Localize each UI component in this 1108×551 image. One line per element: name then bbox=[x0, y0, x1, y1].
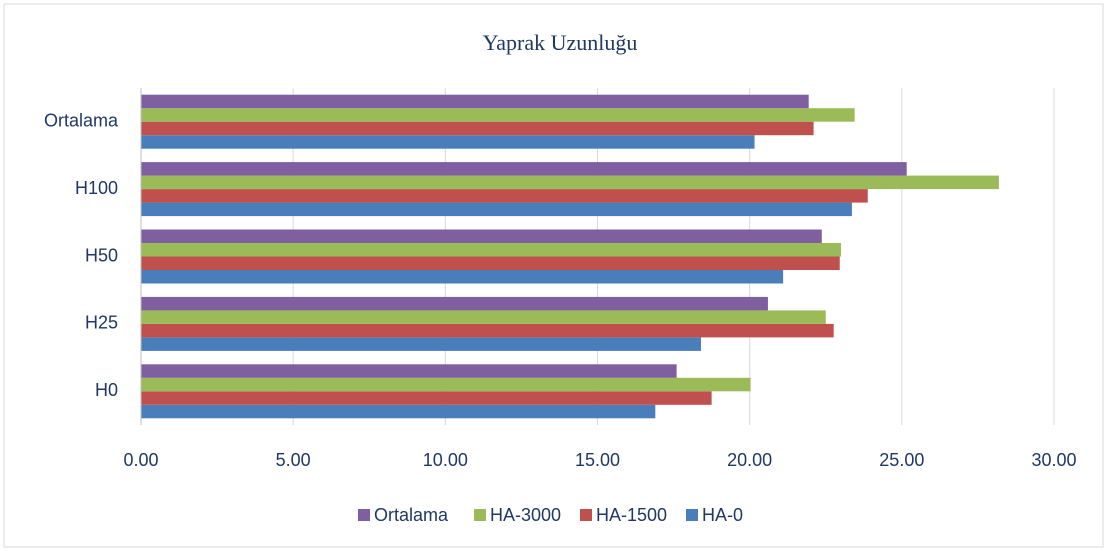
legend-label: HA-1500 bbox=[596, 505, 667, 525]
bar bbox=[141, 175, 999, 190]
x-tick-label: 15.00 bbox=[575, 450, 620, 470]
bar bbox=[141, 391, 712, 405]
bar bbox=[141, 310, 826, 324]
bar bbox=[141, 162, 907, 176]
bar bbox=[141, 364, 677, 378]
x-tick-label: 0.00 bbox=[123, 450, 158, 470]
legend-label: Ortalama bbox=[374, 505, 449, 525]
y-tick-label: H50 bbox=[85, 245, 118, 265]
bar bbox=[141, 108, 855, 122]
bar bbox=[141, 296, 768, 311]
bar bbox=[141, 337, 701, 351]
bar bbox=[141, 323, 834, 338]
legend-swatch bbox=[580, 509, 592, 521]
x-tick-label: 30.00 bbox=[1031, 450, 1076, 470]
x-tick-label: 10.00 bbox=[423, 450, 468, 470]
y-tick-label: Ortalama bbox=[44, 110, 119, 130]
bar bbox=[141, 135, 755, 149]
legend-swatch bbox=[358, 509, 370, 521]
legend-label: HA-0 bbox=[702, 505, 743, 525]
legend-swatch bbox=[686, 509, 698, 521]
legend-label: HA-3000 bbox=[490, 505, 561, 525]
x-tick-label: 5.00 bbox=[276, 450, 311, 470]
bar bbox=[141, 256, 840, 270]
bar bbox=[141, 189, 868, 203]
x-tick-label: 25.00 bbox=[879, 450, 924, 470]
bar bbox=[141, 94, 809, 109]
bar bbox=[141, 404, 656, 419]
chart-title: Yaprak Uzunluğu bbox=[483, 30, 638, 55]
x-tick-label: 20.00 bbox=[727, 450, 772, 470]
bar bbox=[141, 270, 784, 284]
y-tick-label: H0 bbox=[95, 380, 118, 400]
legend-swatch bbox=[474, 509, 486, 521]
bar bbox=[141, 202, 852, 217]
bar bbox=[141, 121, 814, 136]
bar bbox=[141, 243, 841, 257]
y-tick-label: H25 bbox=[85, 313, 118, 333]
y-tick-label: H100 bbox=[75, 178, 118, 198]
bar bbox=[141, 229, 822, 243]
bar bbox=[141, 377, 751, 392]
